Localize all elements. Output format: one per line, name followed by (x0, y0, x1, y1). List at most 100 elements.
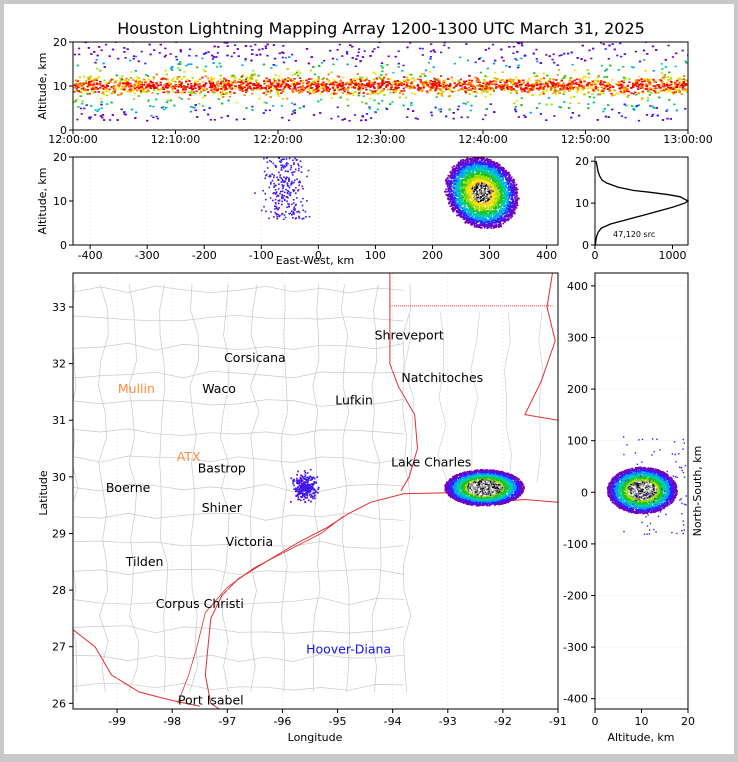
source-point (228, 96, 232, 98)
source-point (272, 78, 276, 80)
source-point (403, 76, 406, 78)
source-point (211, 58, 215, 60)
source-point (659, 90, 662, 93)
source-point (515, 90, 518, 92)
source-point (318, 65, 321, 67)
source-point (149, 105, 152, 107)
source-point (429, 81, 432, 83)
source-point (129, 82, 132, 85)
source-point (251, 109, 254, 111)
source-point (183, 85, 186, 87)
source-point (567, 52, 570, 55)
source-point (432, 85, 435, 87)
source-point (596, 86, 599, 89)
source-point (460, 88, 463, 90)
source-point (108, 55, 111, 57)
source-point (370, 92, 373, 95)
source-point (350, 80, 353, 83)
source-point (193, 106, 196, 109)
source-point (190, 106, 193, 108)
source-point (80, 92, 83, 94)
source-point (103, 119, 106, 121)
source-point (664, 90, 667, 93)
source-point (402, 104, 405, 107)
source-point (637, 104, 640, 106)
source-point (478, 84, 481, 86)
source-point (634, 84, 637, 86)
source-point (581, 77, 584, 80)
source-point (551, 58, 554, 61)
source-point (253, 87, 256, 89)
source-point (166, 83, 169, 86)
source-point (294, 88, 297, 91)
source-point (233, 79, 236, 82)
source-point (235, 118, 238, 121)
source-point (566, 84, 569, 87)
source-point (388, 82, 391, 85)
source-point (333, 80, 336, 83)
source-point (296, 81, 299, 84)
source-point (528, 89, 531, 92)
source-point (542, 77, 545, 80)
source-point (640, 83, 643, 85)
source-point (608, 90, 611, 92)
source-point (497, 78, 500, 80)
source-point (423, 83, 426, 85)
source-point (171, 90, 175, 93)
source-point (159, 88, 162, 91)
source-point (79, 82, 82, 85)
source-point (88, 81, 91, 83)
source-point (219, 78, 222, 80)
source-point (646, 88, 649, 90)
source-point (550, 87, 553, 89)
source-point (499, 81, 502, 84)
source-point (247, 85, 250, 87)
source-point (301, 90, 304, 93)
source-point (134, 87, 137, 90)
source-point (342, 76, 345, 79)
source-point (187, 98, 190, 100)
source-point (106, 85, 109, 87)
source-point (413, 87, 416, 89)
source-point (652, 107, 656, 109)
source-point (363, 79, 366, 82)
source-point (575, 81, 578, 84)
source-point (158, 52, 161, 54)
source-point (75, 79, 78, 81)
source-point (203, 88, 206, 90)
source-point (332, 83, 335, 85)
source-point (311, 89, 314, 91)
source-point (335, 81, 338, 84)
source-point (442, 83, 445, 85)
source-point (146, 119, 149, 122)
source-point (406, 76, 409, 79)
source-point (174, 81, 177, 83)
source-point (264, 47, 268, 49)
source-point (117, 85, 120, 88)
source-point (659, 87, 662, 89)
figure-background (4, 4, 734, 754)
source-point (422, 73, 425, 75)
source-point (298, 82, 301, 85)
source-point (546, 89, 549, 91)
source-point (552, 53, 555, 56)
source-point (319, 112, 322, 114)
source-point (313, 81, 316, 84)
source-point (306, 91, 309, 93)
source-point (97, 91, 100, 93)
source-point (372, 85, 375, 87)
source-point (470, 79, 474, 82)
source-point (421, 73, 424, 75)
source-point (124, 80, 127, 83)
source-point (434, 106, 437, 109)
source-point (534, 79, 538, 82)
source-point (494, 83, 497, 86)
source-point (468, 89, 471, 91)
source-point (548, 55, 551, 57)
source-point (142, 88, 145, 91)
source-point (462, 102, 465, 105)
source-point (269, 91, 272, 94)
source-point (321, 62, 324, 64)
source-point (507, 78, 510, 81)
source-point (145, 86, 148, 89)
